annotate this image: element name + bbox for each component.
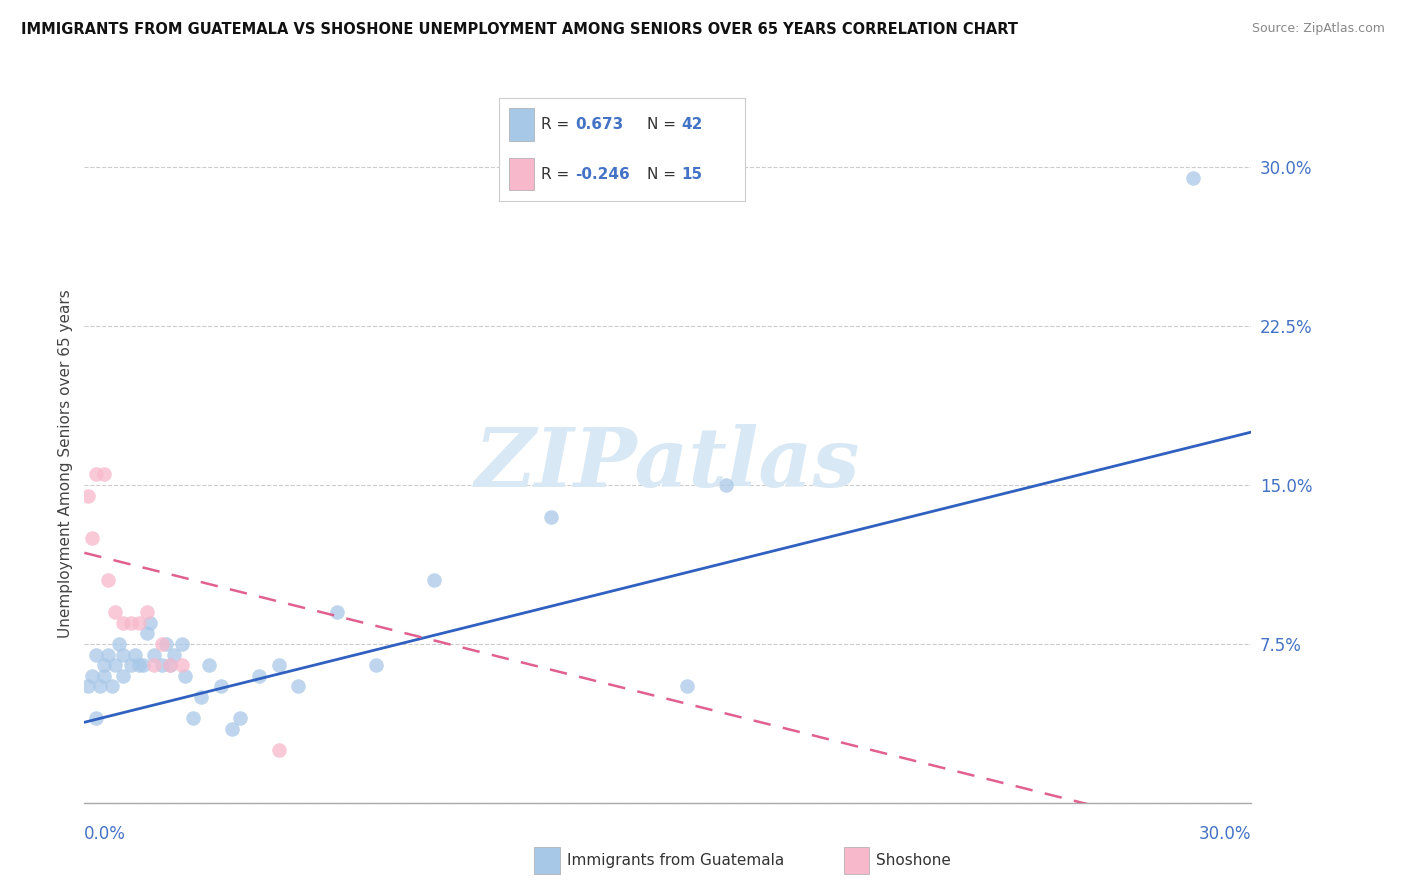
- Text: Immigrants from Guatemala: Immigrants from Guatemala: [567, 854, 785, 868]
- Point: [716, 478, 738, 492]
- Point: [423, 574, 446, 588]
- Point: [124, 648, 146, 662]
- Point: [135, 626, 157, 640]
- Point: [181, 711, 204, 725]
- Point: [159, 658, 181, 673]
- Point: [163, 648, 186, 662]
- Point: [112, 648, 135, 662]
- Point: [84, 648, 107, 662]
- Point: [229, 711, 252, 725]
- Point: [150, 637, 173, 651]
- Point: [267, 658, 290, 673]
- Point: [84, 467, 107, 482]
- Text: 15: 15: [682, 167, 703, 182]
- Point: [93, 669, 115, 683]
- Text: N =: N =: [647, 117, 681, 132]
- Point: [190, 690, 212, 704]
- Point: [77, 489, 100, 503]
- Point: [82, 669, 104, 683]
- Point: [135, 605, 157, 619]
- Point: [150, 658, 173, 673]
- Text: 0.0%: 0.0%: [84, 825, 127, 843]
- Point: [143, 648, 166, 662]
- Point: [120, 615, 142, 630]
- Text: 0.673: 0.673: [575, 117, 624, 132]
- Point: [221, 722, 243, 736]
- Text: Source: ZipAtlas.com: Source: ZipAtlas.com: [1251, 22, 1385, 36]
- Text: IMMIGRANTS FROM GUATEMALA VS SHOSHONE UNEMPLOYMENT AMONG SENIORS OVER 65 YEARS C: IMMIGRANTS FROM GUATEMALA VS SHOSHONE UN…: [21, 22, 1018, 37]
- Point: [143, 658, 166, 673]
- Text: R =: R =: [541, 117, 574, 132]
- Point: [676, 679, 699, 693]
- Point: [104, 658, 127, 673]
- Point: [267, 743, 290, 757]
- Point: [326, 605, 349, 619]
- Point: [366, 658, 388, 673]
- Point: [159, 658, 181, 673]
- Bar: [509, 108, 534, 141]
- Bar: [509, 158, 534, 190]
- Point: [1181, 170, 1204, 185]
- Point: [120, 658, 142, 673]
- Point: [97, 574, 120, 588]
- Point: [100, 679, 122, 693]
- Point: [247, 669, 270, 683]
- Y-axis label: Unemployment Among Seniors over 65 years: Unemployment Among Seniors over 65 years: [58, 290, 73, 638]
- Point: [97, 648, 120, 662]
- Text: 42: 42: [682, 117, 703, 132]
- Point: [287, 679, 309, 693]
- Text: -0.246: -0.246: [575, 167, 630, 182]
- Point: [139, 615, 162, 630]
- Point: [84, 711, 107, 725]
- Point: [540, 509, 562, 524]
- Point: [128, 615, 150, 630]
- Point: [155, 637, 177, 651]
- Point: [128, 658, 150, 673]
- Point: [198, 658, 221, 673]
- Text: ZIPatlas: ZIPatlas: [475, 424, 860, 504]
- Point: [82, 531, 104, 545]
- Text: Shoshone: Shoshone: [876, 854, 950, 868]
- Point: [77, 679, 100, 693]
- Point: [174, 669, 197, 683]
- Point: [108, 637, 131, 651]
- Text: 30.0%: 30.0%: [1199, 825, 1251, 843]
- Point: [170, 658, 193, 673]
- Point: [209, 679, 232, 693]
- Point: [112, 669, 135, 683]
- Point: [93, 658, 115, 673]
- Point: [170, 637, 193, 651]
- Text: R =: R =: [541, 167, 574, 182]
- Point: [89, 679, 111, 693]
- Point: [104, 605, 127, 619]
- Text: N =: N =: [647, 167, 681, 182]
- Point: [132, 658, 155, 673]
- Point: [112, 615, 135, 630]
- Point: [93, 467, 115, 482]
